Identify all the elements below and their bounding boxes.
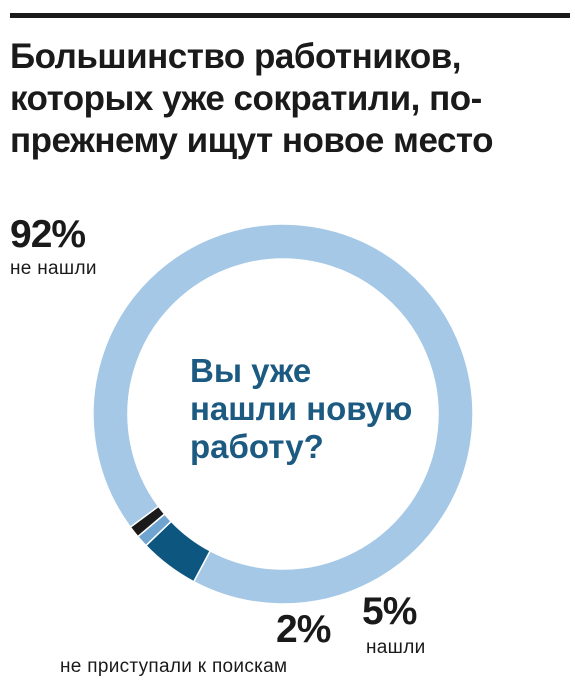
center-question-line-1: Вы уже — [190, 352, 312, 389]
title-line-2: которых уже сократили, по- — [10, 79, 482, 118]
legend-label-found: нашли — [366, 637, 426, 658]
legend-label-not-started: не приступали к поискам — [60, 656, 288, 677]
value-label-not-found: 92% — [10, 213, 86, 256]
slice-not-found — [92, 223, 474, 605]
title-line-3: прежнему ищут новое место — [10, 121, 493, 160]
center-question-line-3: работу? — [190, 428, 324, 465]
center-question-line-2: нашли новую — [190, 390, 413, 427]
title-line-1: Большинство работников, — [10, 37, 461, 76]
center-question: Вы уже нашли новую работу? — [190, 352, 450, 466]
value-label-not-started: 2% — [276, 608, 331, 651]
value-label-found: 5% — [362, 590, 417, 633]
legend-label-not-found: не нашли — [10, 258, 97, 279]
top-rule — [10, 13, 570, 18]
donut-slices — [92, 223, 474, 605]
chart-title: Большинство работников, которых уже сокр… — [10, 36, 570, 162]
